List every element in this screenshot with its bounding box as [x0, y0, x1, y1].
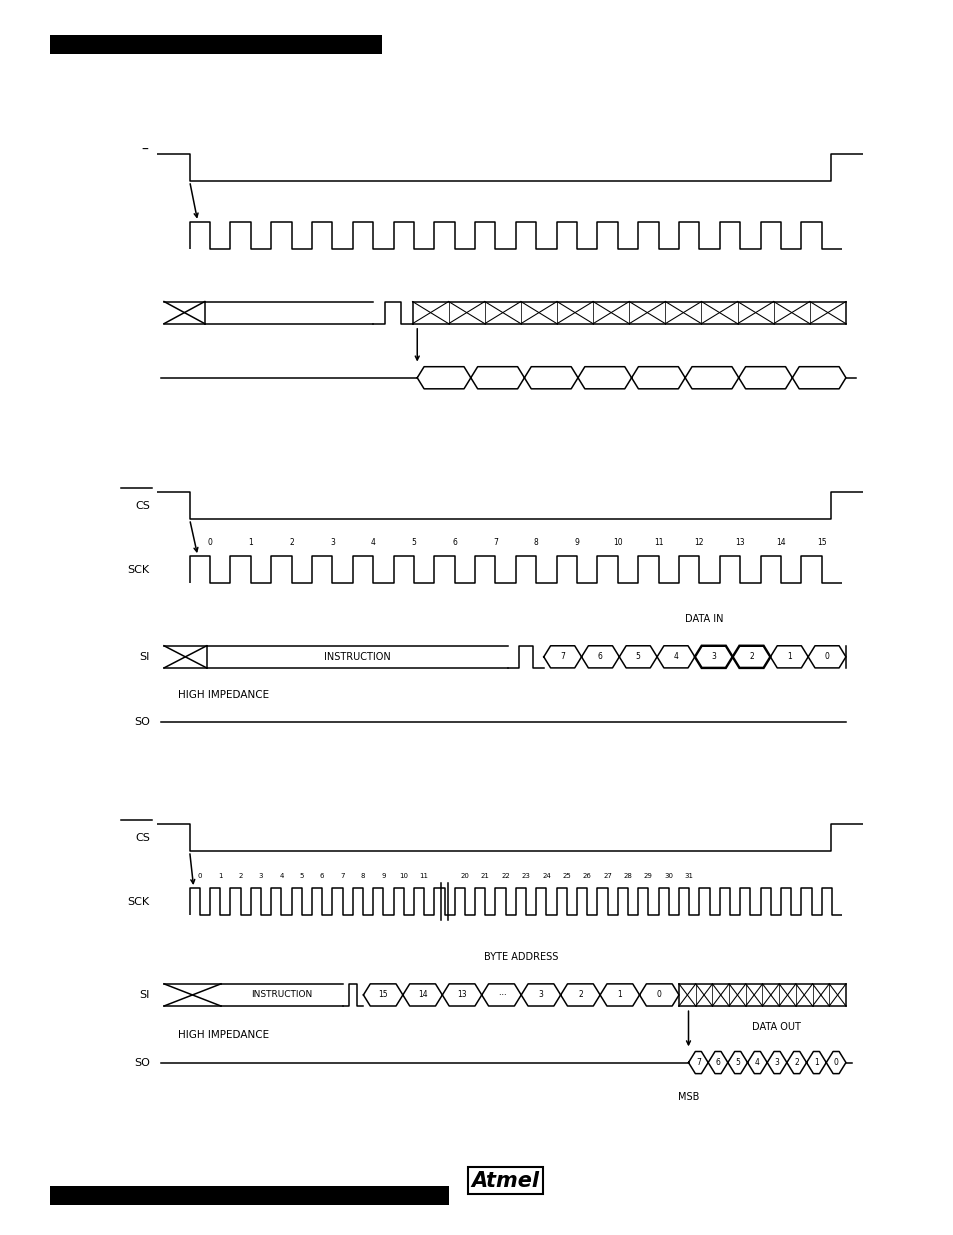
Text: 1: 1: [217, 873, 222, 879]
Polygon shape: [694, 646, 732, 668]
Text: 9: 9: [380, 873, 385, 879]
Text: 2: 2: [794, 1058, 799, 1067]
Text: Atmel: Atmel: [471, 1171, 538, 1191]
Text: 29: 29: [643, 873, 652, 879]
Text: 0: 0: [197, 873, 202, 879]
Text: 5: 5: [635, 652, 640, 661]
Text: 28: 28: [623, 873, 632, 879]
Text: 8: 8: [534, 538, 538, 547]
Text: MSB: MSB: [677, 1092, 699, 1102]
Text: 30: 30: [663, 873, 673, 879]
Text: –: –: [141, 143, 149, 157]
Text: 5: 5: [411, 538, 416, 547]
Text: HIGH IMPEDANCE: HIGH IMPEDANCE: [178, 690, 269, 700]
Text: 4: 4: [754, 1058, 759, 1067]
Text: SI: SI: [139, 990, 150, 1000]
Text: INSTRUCTION: INSTRUCTION: [251, 990, 312, 999]
Text: 1: 1: [813, 1058, 818, 1067]
Text: 6: 6: [319, 873, 324, 879]
Text: HIGH IMPEDANCE: HIGH IMPEDANCE: [178, 1030, 269, 1040]
Text: 2: 2: [748, 652, 753, 661]
Text: 4: 4: [279, 873, 283, 879]
Text: 3: 3: [711, 652, 716, 661]
Text: 7: 7: [559, 652, 564, 661]
Text: 0: 0: [833, 1058, 838, 1067]
Text: 7: 7: [493, 538, 497, 547]
Text: 6: 6: [598, 652, 602, 661]
Text: 0: 0: [657, 990, 661, 999]
Text: 12: 12: [694, 538, 703, 547]
Text: 3: 3: [774, 1058, 779, 1067]
Text: CS: CS: [134, 500, 150, 510]
Text: 2: 2: [578, 990, 582, 999]
Text: 31: 31: [684, 873, 693, 879]
Text: 14: 14: [776, 538, 785, 547]
Text: 26: 26: [582, 873, 591, 879]
Text: 7: 7: [695, 1058, 700, 1067]
Text: 1: 1: [248, 538, 253, 547]
Text: DATA OUT: DATA OUT: [752, 1021, 801, 1031]
Text: 5: 5: [735, 1058, 740, 1067]
Text: 15: 15: [378, 990, 388, 999]
Text: 10: 10: [613, 538, 622, 547]
Text: 1: 1: [786, 652, 791, 661]
Text: 15: 15: [816, 538, 825, 547]
Text: 7: 7: [340, 873, 344, 879]
Text: 2: 2: [289, 538, 294, 547]
Text: SCK: SCK: [128, 564, 150, 574]
Text: 22: 22: [500, 873, 510, 879]
Text: 3: 3: [258, 873, 263, 879]
Text: 14: 14: [417, 990, 427, 999]
Text: 2: 2: [238, 873, 242, 879]
Text: 10: 10: [398, 873, 408, 879]
Text: 9: 9: [574, 538, 578, 547]
Text: 20: 20: [460, 873, 469, 879]
Bar: [51, 1186, 448, 1205]
Text: 4: 4: [371, 538, 375, 547]
Text: SI: SI: [139, 652, 150, 662]
Text: 13: 13: [735, 538, 744, 547]
Text: 13: 13: [456, 990, 466, 999]
Text: 4: 4: [673, 652, 678, 661]
Text: 0: 0: [823, 652, 828, 661]
Text: INSTRUCTION: INSTRUCTION: [323, 652, 390, 662]
Text: 6: 6: [452, 538, 456, 547]
Text: 11: 11: [419, 873, 428, 879]
Text: 1: 1: [617, 990, 621, 999]
Text: 21: 21: [480, 873, 489, 879]
Text: 11: 11: [653, 538, 662, 547]
Text: 5: 5: [299, 873, 304, 879]
Text: 0: 0: [208, 538, 213, 547]
Text: SCK: SCK: [128, 897, 150, 906]
Text: 8: 8: [360, 873, 365, 879]
Text: 6: 6: [715, 1058, 720, 1067]
Text: SO: SO: [133, 1057, 150, 1067]
Text: 25: 25: [562, 873, 571, 879]
Text: BYTE ADDRESS: BYTE ADDRESS: [483, 952, 558, 962]
Text: DATA IN: DATA IN: [684, 614, 722, 624]
Polygon shape: [732, 646, 770, 668]
Bar: [51, 35, 382, 54]
Text: 3: 3: [330, 538, 335, 547]
Text: CS: CS: [134, 832, 150, 842]
Text: SO: SO: [133, 718, 150, 727]
Text: 27: 27: [602, 873, 612, 879]
Text: 24: 24: [541, 873, 550, 879]
Text: 3: 3: [537, 990, 543, 999]
Text: ⋯: ⋯: [497, 990, 505, 999]
Text: 23: 23: [521, 873, 530, 879]
